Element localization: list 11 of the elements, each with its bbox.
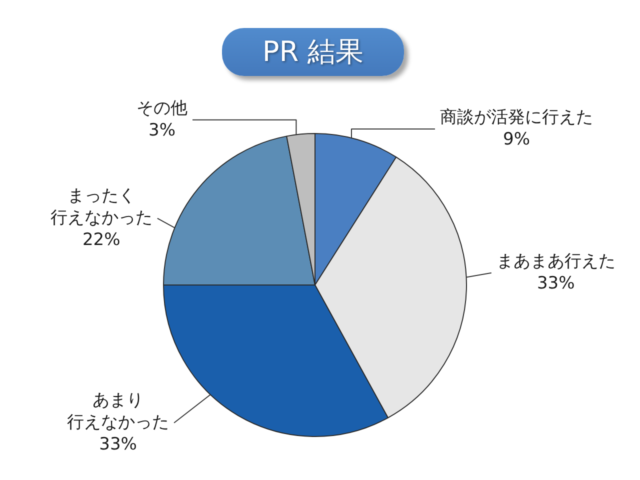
data-label: 3%	[148, 120, 176, 140]
slice-label: まあまあ行えた	[496, 251, 616, 272]
data-label: 33%	[536, 273, 575, 294]
data-label: 22%	[82, 230, 120, 250]
slice-label: あまり行えなかった	[67, 390, 170, 432]
slice-label: その他	[136, 98, 188, 118]
data-label: 33%	[99, 434, 137, 454]
data-label: 9%	[503, 129, 530, 150]
slice-label: 商談が活発に行えた	[440, 107, 593, 128]
slice-label: まったく行えなかった	[50, 186, 152, 228]
chart-title: PR 結果	[262, 35, 364, 68]
